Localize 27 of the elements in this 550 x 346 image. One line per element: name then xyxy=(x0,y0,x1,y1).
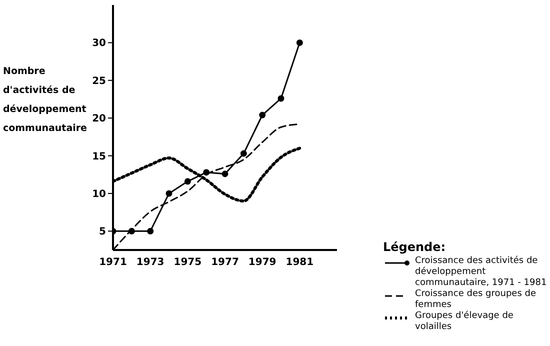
point xyxy=(240,150,247,157)
x-tick-label: 1977 xyxy=(211,257,239,268)
point xyxy=(296,39,303,46)
y-tick-label: 10 xyxy=(92,189,106,200)
y-tick-label: 5 xyxy=(99,226,106,238)
x-tick-label: 1973 xyxy=(136,257,164,268)
x-tick-label: 1975 xyxy=(174,257,202,268)
legend-label: Croissance des groupes de femmes xyxy=(415,289,538,310)
y-tick-label: 20 xyxy=(92,114,106,125)
point xyxy=(147,228,154,234)
x-tick-label: 1979 xyxy=(248,257,276,268)
legend-label: Groupes d'élevage de volailles xyxy=(415,311,514,333)
y-tick-label: 30 xyxy=(92,38,106,50)
point xyxy=(278,95,284,102)
point xyxy=(203,169,210,176)
y-axis-title: Nombre d'activités de développement communautaire xyxy=(3,65,88,136)
x-tick-label: 1981 xyxy=(286,257,314,268)
point xyxy=(222,170,228,178)
legend-title: Légende: xyxy=(383,240,447,254)
y-tick-label: 15 xyxy=(92,151,106,162)
legend-label: Croissance des activités de développement communautaire, 1971 - 1981 xyxy=(415,256,548,289)
point xyxy=(184,178,191,185)
point xyxy=(128,228,135,234)
y-tick-label: 25 xyxy=(92,76,106,87)
x-tick-label: 1971 xyxy=(99,257,127,268)
point xyxy=(166,190,172,197)
point xyxy=(259,112,266,118)
